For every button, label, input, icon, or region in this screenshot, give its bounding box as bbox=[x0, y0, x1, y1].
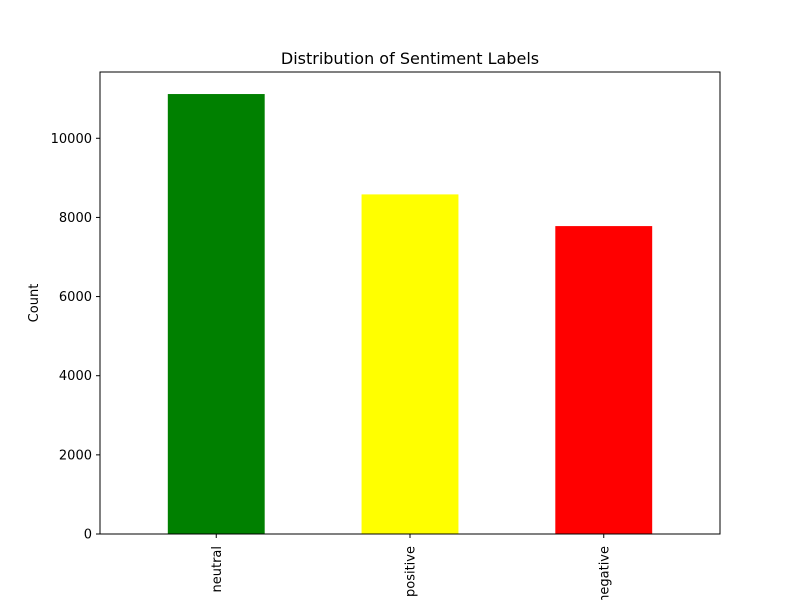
y-tick-label-6000: 6000 bbox=[59, 290, 92, 305]
bars-group bbox=[167, 94, 653, 534]
plot-area bbox=[99, 71, 721, 535]
x-tick-label-positive: positive bbox=[404, 546, 419, 597]
y-tick-label-0: 0 bbox=[84, 528, 92, 543]
y-tick-label-10000: 10000 bbox=[51, 132, 92, 147]
x-tick-label-neutral: neutral bbox=[210, 546, 225, 593]
x-tick-label-negative: negative bbox=[597, 546, 612, 600]
bar-positive bbox=[361, 194, 459, 534]
y-tick-label-2000: 2000 bbox=[59, 448, 92, 463]
y-tick-label-4000: 4000 bbox=[59, 369, 92, 384]
y-tick-label-8000: 8000 bbox=[59, 211, 92, 226]
x-axis: neutral positive negative bbox=[210, 534, 612, 600]
bar-neutral bbox=[167, 94, 265, 534]
chart-title: Distribution of Sentiment Labels bbox=[281, 49, 539, 68]
bar-negative bbox=[555, 226, 653, 534]
y-axis-title: Count bbox=[27, 284, 42, 323]
y-axis: 0 2000 4000 6000 8000 10000 bbox=[51, 132, 100, 543]
